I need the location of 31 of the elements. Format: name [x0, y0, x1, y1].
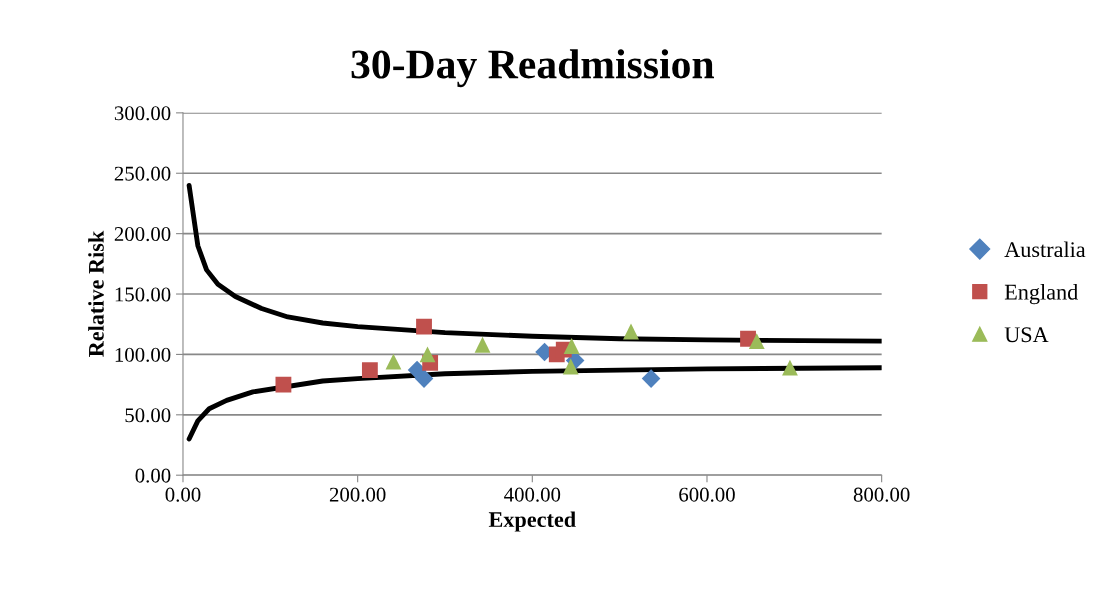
x-tick-label: 600.00 [679, 487, 735, 502]
point [563, 338, 580, 354]
point [562, 358, 579, 375]
point [275, 376, 292, 393]
y-tick-label: 150.00 [115, 287, 171, 302]
legend-label: Australia [1004, 241, 1086, 258]
y-axis-title: Relative Risk [88, 230, 104, 357]
x-tick-label: 800.00 [853, 487, 910, 502]
point [782, 359, 798, 376]
y-tick-label: 300.00 [114, 106, 171, 121]
x-tick-label: 200.00 [329, 487, 386, 502]
point [641, 369, 661, 388]
point [416, 318, 432, 335]
y-tick-label: 200.00 [114, 227, 171, 242]
x-tick-label: 0.00 [165, 487, 201, 502]
point [748, 333, 765, 350]
y-tick-label: 50.00 [125, 408, 171, 423]
x-tick-label: 400.00 [504, 487, 561, 502]
point [361, 362, 378, 379]
legend-label: USA [1004, 327, 1049, 343]
y-tick-label: 0.00 [135, 468, 171, 483]
point [623, 323, 639, 340]
point [419, 346, 436, 363]
x-axis-title: Expected [488, 511, 576, 532]
legend-label: England [1004, 283, 1078, 305]
y-tick-label: 100.00 [115, 347, 171, 362]
point [474, 336, 491, 353]
chart-title: 30-Day Readmission [351, 49, 714, 88]
point [414, 369, 434, 388]
point [385, 353, 402, 370]
y-tick-label: 250.00 [114, 166, 171, 181]
